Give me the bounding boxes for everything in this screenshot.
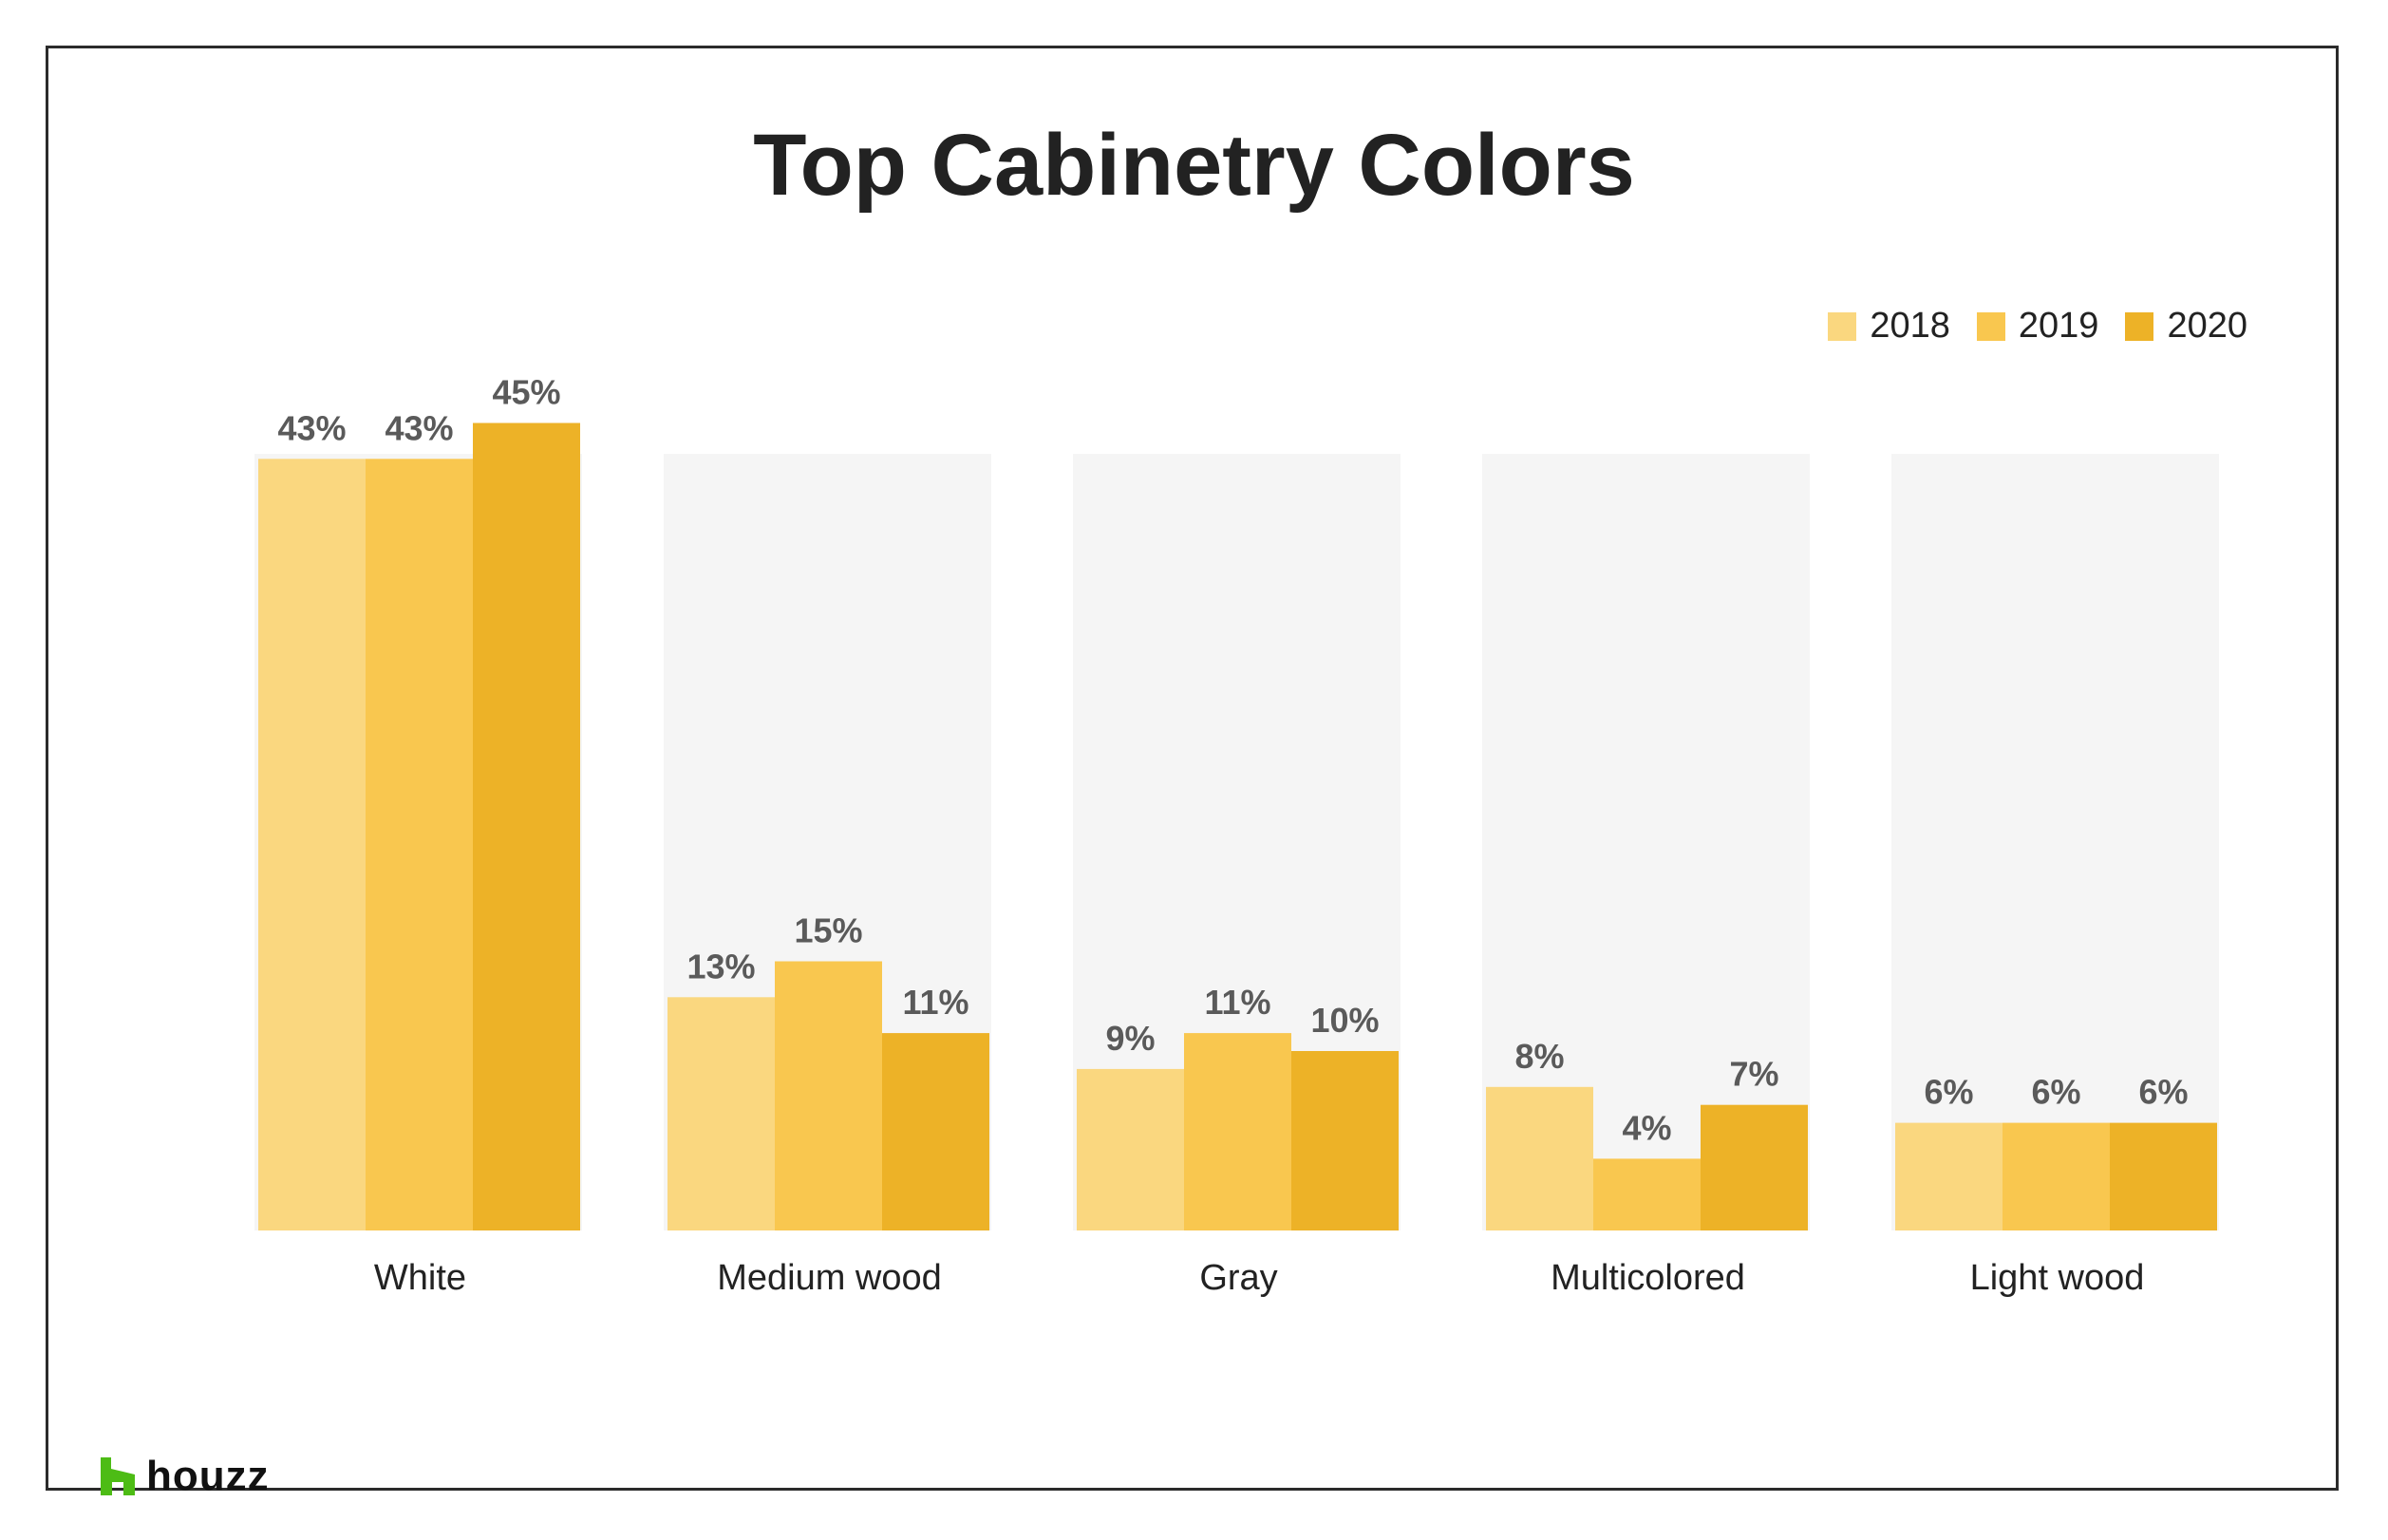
- bar-white-2020: [473, 423, 580, 1230]
- houzz-logo: houzz: [101, 1453, 270, 1500]
- bar-group-white: 43% 43% 45% White: [254, 373, 582, 1298]
- data-label-medium-wood-2018: 13%: [686, 947, 755, 986]
- bar-white-2018: [258, 459, 366, 1230]
- legend-swatch-2018: [1828, 311, 1857, 341]
- chart-title: Top Cabinetry Colors: [753, 117, 1635, 214]
- bar-white-2019: [366, 459, 473, 1230]
- bar-multicolored-2018: [1486, 1086, 1593, 1230]
- category-label-multicolored: Multicolored: [1551, 1258, 1745, 1298]
- houzz-house-icon: [101, 1457, 135, 1495]
- bar-light-wood-2019: [2003, 1122, 2110, 1230]
- data-label-light-wood-2020: 6%: [2138, 1073, 2188, 1112]
- data-label-white-2019: 43%: [385, 408, 453, 447]
- legend: 2018 2019 2020: [1828, 306, 2247, 347]
- chart-frame: [46, 46, 2339, 1491]
- data-label-gray-2018: 9%: [1105, 1019, 1155, 1058]
- data-label-medium-wood-2020: 11%: [902, 983, 968, 1022]
- data-label-gray-2019: 11%: [1204, 983, 1270, 1022]
- category-label-white: White: [374, 1258, 466, 1298]
- legend-item-2020: 2020: [2125, 306, 2247, 347]
- bar-gray-2018: [1077, 1068, 1184, 1230]
- bar-multicolored-2020: [1701, 1104, 1808, 1230]
- legend-item-2018: 2018: [1828, 306, 1950, 347]
- bar-gray-2020: [1291, 1051, 1399, 1230]
- bar-group-background: [1891, 454, 2219, 1230]
- legend-label-2020: 2020: [2167, 306, 2247, 346]
- data-label-light-wood-2018: 6%: [1924, 1073, 1973, 1112]
- bar-group-multicolored: 8% 4% 7% Multicolored: [1482, 454, 1810, 1298]
- bar-group-gray: 9% 11% 10% Gray: [1073, 454, 1401, 1298]
- bar-light-wood-2020: [2110, 1122, 2217, 1230]
- data-label-white-2020: 45%: [492, 373, 560, 412]
- legend-label-2018: 2018: [1870, 306, 1950, 346]
- category-label-gray: Gray: [1199, 1258, 1277, 1298]
- bar-medium-wood-2018: [668, 997, 775, 1230]
- category-label-medium-wood: Medium wood: [717, 1258, 942, 1298]
- legend-item-2019: 2019: [1976, 306, 2099, 347]
- bar-light-wood-2018: [1895, 1122, 2003, 1230]
- category-label-light-wood: Light wood: [1970, 1258, 2145, 1298]
- data-label-multicolored-2020: 7%: [1729, 1055, 1778, 1094]
- legend-swatch-2019: [1976, 311, 2005, 341]
- data-label-gray-2020: 10%: [1310, 1001, 1379, 1040]
- bar-group-medium-wood: 13% 15% 11% Medium wood: [664, 454, 991, 1298]
- legend-label-2019: 2019: [2018, 306, 2099, 346]
- bar-group-light-wood: 6% 6% 6% Light wood: [1891, 454, 2219, 1298]
- data-label-multicolored-2019: 4%: [1622, 1108, 1671, 1147]
- bar-medium-wood-2019: [775, 961, 882, 1230]
- houzz-logo-text: houzz: [146, 1453, 270, 1499]
- legend-swatch-2020: [2125, 311, 2154, 341]
- bar-multicolored-2019: [1593, 1158, 1701, 1230]
- data-label-white-2018: 43%: [277, 408, 346, 447]
- data-label-light-wood-2019: 6%: [2031, 1073, 2080, 1112]
- bar-medium-wood-2020: [882, 1033, 989, 1230]
- bar-gray-2019: [1184, 1033, 1291, 1230]
- data-label-medium-wood-2019: 15%: [794, 911, 862, 950]
- data-label-multicolored-2018: 8%: [1514, 1037, 1564, 1076]
